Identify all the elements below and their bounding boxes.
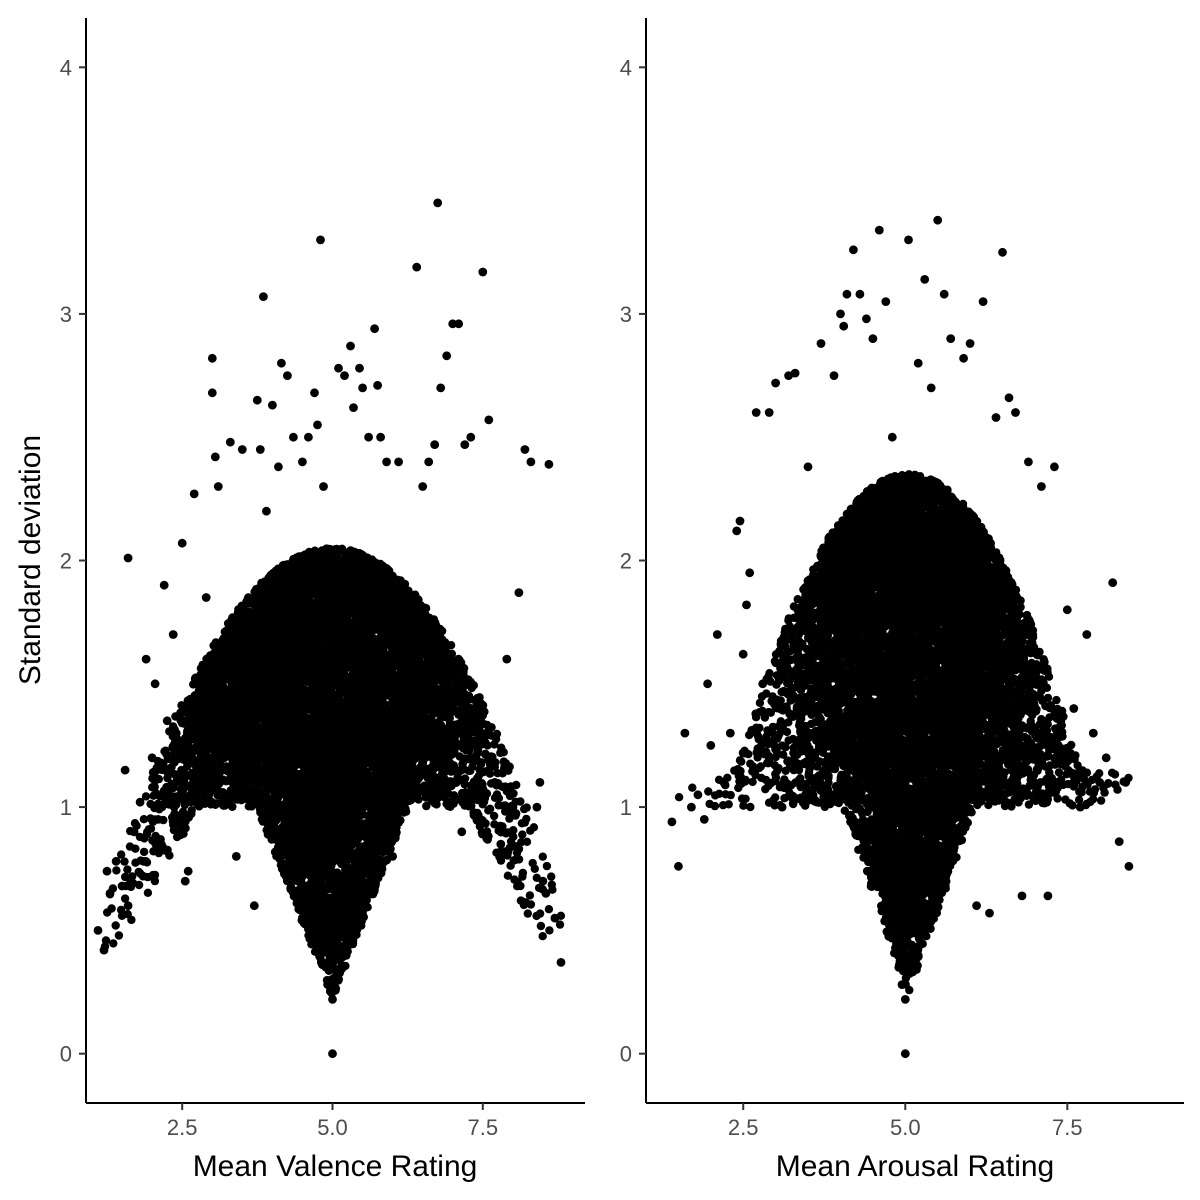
- valence-point: [516, 881, 525, 891]
- valence-point: [112, 866, 121, 875]
- valence-point: [493, 769, 502, 778]
- valence-point: [547, 872, 556, 881]
- valence-point: [422, 801, 431, 811]
- valence-point: [146, 799, 155, 809]
- valence-point: [538, 932, 547, 941]
- valence-point-cloud: [100, 544, 566, 998]
- valence-point: [538, 852, 547, 861]
- valence-point: [141, 792, 151, 801]
- valence-point: [517, 819, 527, 828]
- valence-point: [542, 861, 552, 871]
- valence-point: [109, 939, 118, 948]
- valence-point: [172, 832, 182, 842]
- valence-point: [120, 894, 130, 903]
- valence-point: [522, 803, 531, 812]
- valence-point: [544, 905, 554, 914]
- valence-point: [545, 926, 554, 935]
- valence-point: [111, 921, 120, 930]
- valence-point: [143, 888, 153, 897]
- valence-point: [114, 931, 124, 940]
